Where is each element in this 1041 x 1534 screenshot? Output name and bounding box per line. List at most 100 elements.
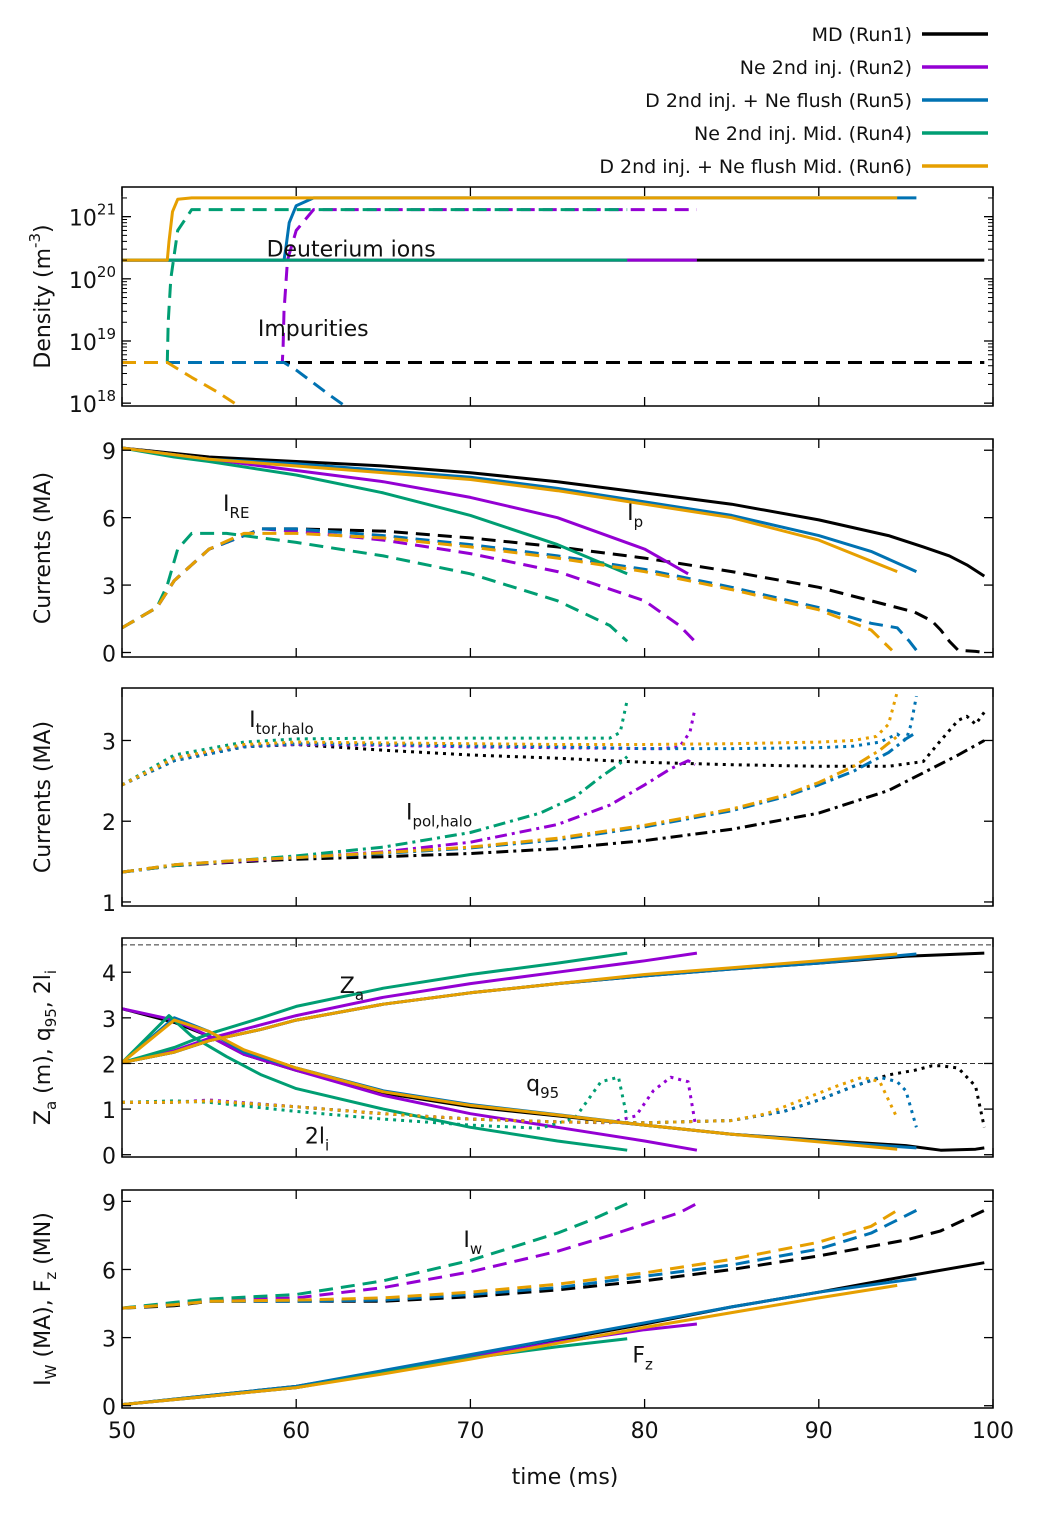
- annotation-halo-1: Ipol,halo: [406, 801, 472, 831]
- y-axis-label: Density (m-3): [26, 224, 56, 368]
- series-run4-dashed-6: [122, 1202, 628, 1310]
- series-run5-dotted-8: [122, 1075, 918, 1128]
- panel-halo: 1 2 3 Currents (MA) Itor,halo Ipol,halo: [31, 687, 994, 917]
- series-run4-solid-9: [122, 951, 628, 1065]
- y-axis-label: IW (MA), Fz (MN): [31, 1212, 60, 1386]
- series-run6-dotted-14: [122, 1075, 899, 1125]
- series-run4-dashed-7: [122, 531, 629, 643]
- plot-frame: [121, 438, 994, 658]
- y-tick-label: 3: [102, 1008, 116, 1033]
- series-run2-dashed-2: [122, 1202, 698, 1310]
- y-tick-label: 9: [102, 1191, 116, 1216]
- series-run5-dotted-4: [122, 695, 918, 787]
- x-tick-label: 90: [805, 1419, 833, 1444]
- series-run1-dotted-0: [122, 711, 986, 787]
- x-axis-label: time (ms): [512, 1465, 619, 1490]
- y-tick-label: 1020: [69, 263, 116, 294]
- series-run6-dashed-9: [122, 531, 894, 652]
- y-tick-label: 1: [102, 1099, 116, 1124]
- y-axis-label: Currents (MA): [31, 721, 56, 873]
- annotation-halo-0: Itor,halo: [249, 708, 314, 738]
- series-run1-solid-0: [122, 951, 985, 1065]
- series-run4-dotted-11: [122, 1075, 629, 1130]
- series-run1-solid-1: [122, 1261, 985, 1407]
- series-run2-solid-4: [122, 1007, 698, 1152]
- panel-za: 0 1 2 3 4 Za (m), q95, 2li Za q95 2li: [31, 937, 994, 1170]
- x-tick-label: 50: [108, 1419, 136, 1444]
- y-tick-label: 1021: [69, 201, 116, 232]
- annotation-za-0: Za: [340, 974, 364, 1004]
- x-tick-label: 100: [972, 1419, 1014, 1444]
- y-tick-label: 9: [102, 440, 116, 465]
- series-run6-dashdot-9: [122, 735, 899, 874]
- annotation-density-1: Impurities: [258, 317, 369, 342]
- y-tick-label: 4: [102, 962, 116, 987]
- y-axis-label: Currents (MA): [31, 472, 56, 624]
- series-run2-dotted-5: [122, 1075, 697, 1125]
- panel-density: 1018 1019 1020 1021 Density (m-3) Deuterium i…: [26, 186, 994, 418]
- panel-force: 0 3 6 9 50 60 70 80 90 100 IW (MA), Fz (MN) Iw Fz: [31, 1189, 1014, 1444]
- annotation-za-1: q95: [526, 1072, 559, 1102]
- series-group: [122, 196, 985, 406]
- series-group: [122, 1202, 985, 1407]
- y-tick-label: 1: [102, 892, 116, 917]
- y-tick-label: 3: [102, 575, 116, 600]
- series-run1-dashdot-1: [122, 739, 986, 874]
- legend-label-run4: Ne 2nd inj. Mid. (Run4): [694, 123, 912, 145]
- x-tick-label: 80: [631, 1419, 659, 1444]
- legend-label-run1: MD (Run1): [812, 24, 912, 46]
- y-tick-label: 2: [102, 811, 116, 836]
- series-group: [122, 691, 986, 874]
- series-run6-solid-8: [122, 446, 898, 573]
- y-tick-label: 0: [102, 643, 116, 668]
- panel-currents1: 0 3 6 9 Currents (MA) IRE Ip: [31, 438, 994, 668]
- y-tick-label: 3: [102, 730, 116, 755]
- plot-frame: [121, 687, 994, 907]
- plot-frame: [121, 186, 994, 407]
- series-run1-dashed-1: [122, 527, 985, 654]
- x-tick-label: 70: [456, 1419, 484, 1444]
- series-run6-solid-9: [122, 1283, 898, 1407]
- series-run1-solid-0: [122, 446, 986, 578]
- annotation-za-2: 2li: [305, 1124, 329, 1154]
- series-group: [122, 446, 986, 654]
- plot-frame: [121, 937, 994, 1158]
- plot-frame: [121, 1189, 994, 1409]
- series-run4-dotted-6: [122, 699, 629, 787]
- y-tick-label: 6: [102, 508, 116, 533]
- legend: MD (Run1) Ne 2nd inj. (Run2) D 2nd inj. + …: [599, 24, 988, 178]
- y-tick-label: 2: [102, 1053, 116, 1078]
- series-run4-dashed-7: [122, 208, 628, 364]
- series-run5-solid-4: [122, 446, 918, 573]
- series-group: [122, 951, 986, 1152]
- series-run5-dashed-4: [122, 1209, 918, 1310]
- series-run6-solid-12: [122, 952, 898, 1065]
- legend-label-run5: D 2nd inj. + Ne flush (Run5): [645, 90, 912, 112]
- x-tick-label: 60: [282, 1419, 310, 1444]
- annotation-currents1-1: Ip: [627, 501, 643, 531]
- series-run2-dashed-3: [122, 208, 697, 364]
- y-tick-label: 1018: [69, 387, 116, 418]
- y-axis-label: Za (m), q95, 2li: [31, 970, 60, 1125]
- legend-label-run6: D 2nd inj. + Ne flush Mid. (Run6): [599, 156, 912, 178]
- y-tick-label: 0: [102, 1396, 116, 1421]
- y-tick-label: 0: [102, 1145, 116, 1170]
- y-tick-label: 1019: [69, 325, 116, 356]
- series-run4-solid-6: [122, 446, 628, 576]
- series-run5-solid-4: [122, 196, 917, 262]
- series-run5-solid-7: [122, 1016, 917, 1150]
- annotation-force-1: Fz: [632, 1344, 653, 1374]
- annotation-density-0: Deuterium ions: [267, 237, 436, 262]
- series-run6-dashed-8: [122, 1209, 898, 1310]
- series-run6-dotted-8: [122, 691, 899, 787]
- series-run2-solid-3: [122, 951, 698, 1065]
- series-run6-solid-13: [122, 1018, 898, 1151]
- series-run5-dashed-5: [122, 527, 918, 652]
- series-run5-dashed-5: [122, 361, 346, 406]
- annotation-currents1-0: IRE: [223, 492, 249, 522]
- series-run6-dashed-9: [122, 361, 240, 406]
- series-run5-solid-6: [122, 952, 917, 1065]
- series-run2-dotted-2: [122, 707, 697, 787]
